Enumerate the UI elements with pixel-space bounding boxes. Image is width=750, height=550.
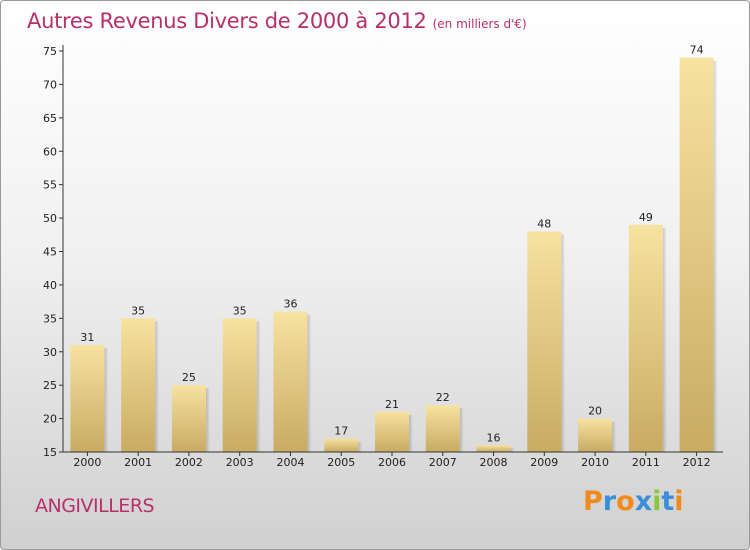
value-label-2012: 74 bbox=[690, 44, 704, 57]
value-label-2007: 22 bbox=[436, 391, 450, 404]
x-tick-label-2001: 2001 bbox=[124, 456, 152, 469]
x-tick-label-2008: 2008 bbox=[480, 456, 508, 469]
value-label-2000: 31 bbox=[80, 331, 94, 344]
bar-shadow bbox=[205, 388, 210, 452]
logo-letter: P bbox=[583, 486, 603, 517]
x-tick-label-2011: 2011 bbox=[632, 456, 660, 469]
commune-name: ANGIVILLERS bbox=[35, 495, 155, 517]
y-tick-label-65: 65 bbox=[43, 112, 57, 125]
x-tick-label-2002: 2002 bbox=[175, 456, 203, 469]
y-tick-label-70: 70 bbox=[43, 78, 57, 91]
y-tick-label-60: 60 bbox=[43, 145, 57, 158]
bar-shadow bbox=[612, 421, 617, 452]
chart-title-text: Autres Revenus Divers de 2000 à 2012 bbox=[27, 9, 427, 33]
logo-letter: t bbox=[661, 486, 675, 517]
value-label-2001: 35 bbox=[131, 304, 145, 317]
bar-shadow bbox=[256, 321, 261, 452]
logo-letter: i bbox=[652, 486, 662, 517]
y-tick-label-20: 20 bbox=[43, 413, 57, 426]
value-label-2005: 17 bbox=[334, 425, 348, 438]
bar-shadow bbox=[409, 414, 413, 452]
value-label-2010: 20 bbox=[588, 405, 602, 418]
value-label-2009: 48 bbox=[537, 217, 551, 230]
axes-group: 2000 2001 2002 2003 2004 2005 2006 2007 2008 2009… bbox=[43, 45, 723, 469]
value-label-2008: 16 bbox=[487, 431, 501, 444]
logo-letter: x bbox=[634, 486, 653, 517]
x-tick-label-2000: 2000 bbox=[73, 456, 101, 469]
bar-shadow bbox=[155, 321, 160, 452]
bar-shadow bbox=[713, 60, 718, 452]
bar-2012 bbox=[679, 57, 714, 452]
y-tick-label-25: 25 bbox=[43, 379, 57, 392]
y-tick-label-35: 35 bbox=[43, 312, 57, 325]
bar-shadow bbox=[561, 234, 566, 452]
y-tick-label-75: 75 bbox=[43, 45, 57, 58]
bar-shadow bbox=[104, 348, 109, 452]
y-tick-label-55: 55 bbox=[43, 179, 57, 192]
bars-group: 31 35 25 35 36 17 21 22 16 48 20 49 74 bbox=[70, 44, 718, 452]
bar-2000 bbox=[70, 345, 105, 452]
bar-shadow bbox=[459, 408, 464, 452]
bar-2011 bbox=[628, 224, 663, 452]
bar-2003 bbox=[222, 318, 257, 452]
y-tick-label-45: 45 bbox=[43, 246, 57, 259]
bar-2008 bbox=[476, 445, 511, 452]
value-label-2011: 49 bbox=[639, 211, 653, 224]
bar-shadow bbox=[307, 314, 312, 452]
logo-letter: o bbox=[616, 486, 635, 517]
chart-unit: (en milliers d'€) bbox=[432, 17, 527, 31]
bar-2002 bbox=[171, 385, 206, 452]
x-tick-label-2003: 2003 bbox=[226, 456, 254, 469]
value-label-2004: 36 bbox=[283, 298, 297, 311]
bar-2006 bbox=[375, 411, 409, 452]
value-label-2002: 25 bbox=[182, 371, 196, 384]
chart-title: Autres Revenus Divers de 2000 à 2012 (en … bbox=[27, 9, 527, 33]
value-label-2006: 21 bbox=[385, 398, 399, 411]
x-tick-label-2004: 2004 bbox=[276, 456, 304, 469]
y-tick-label-40: 40 bbox=[43, 279, 57, 292]
bar-2005 bbox=[324, 438, 359, 452]
bar-shadow bbox=[358, 441, 363, 452]
bar-2004 bbox=[273, 311, 308, 452]
bar-2007 bbox=[425, 405, 460, 452]
y-tick-label-15: 15 bbox=[43, 446, 57, 459]
bar-2001 bbox=[121, 318, 156, 452]
y-tick-label-50: 50 bbox=[43, 212, 57, 225]
x-tick-label-2009: 2009 bbox=[530, 456, 558, 469]
y-tick-label-30: 30 bbox=[43, 346, 57, 359]
x-tick-label-2007: 2007 bbox=[429, 456, 457, 469]
x-tick-label-2012: 2012 bbox=[683, 456, 711, 469]
bar-2009 bbox=[527, 231, 562, 452]
x-tick-label-2005: 2005 bbox=[327, 456, 355, 469]
x-tick-label-2006: 2006 bbox=[378, 456, 406, 469]
logo-letter: r bbox=[602, 486, 617, 517]
bar-shadow bbox=[662, 227, 667, 452]
logo-letter: i bbox=[674, 486, 684, 517]
bar-2010 bbox=[578, 418, 613, 452]
x-tick-label-2010: 2010 bbox=[581, 456, 609, 469]
bar-shadow bbox=[510, 448, 515, 452]
value-label-2003: 35 bbox=[233, 304, 247, 317]
proxiti-logo[interactable]: Proxiti bbox=[583, 486, 684, 517]
